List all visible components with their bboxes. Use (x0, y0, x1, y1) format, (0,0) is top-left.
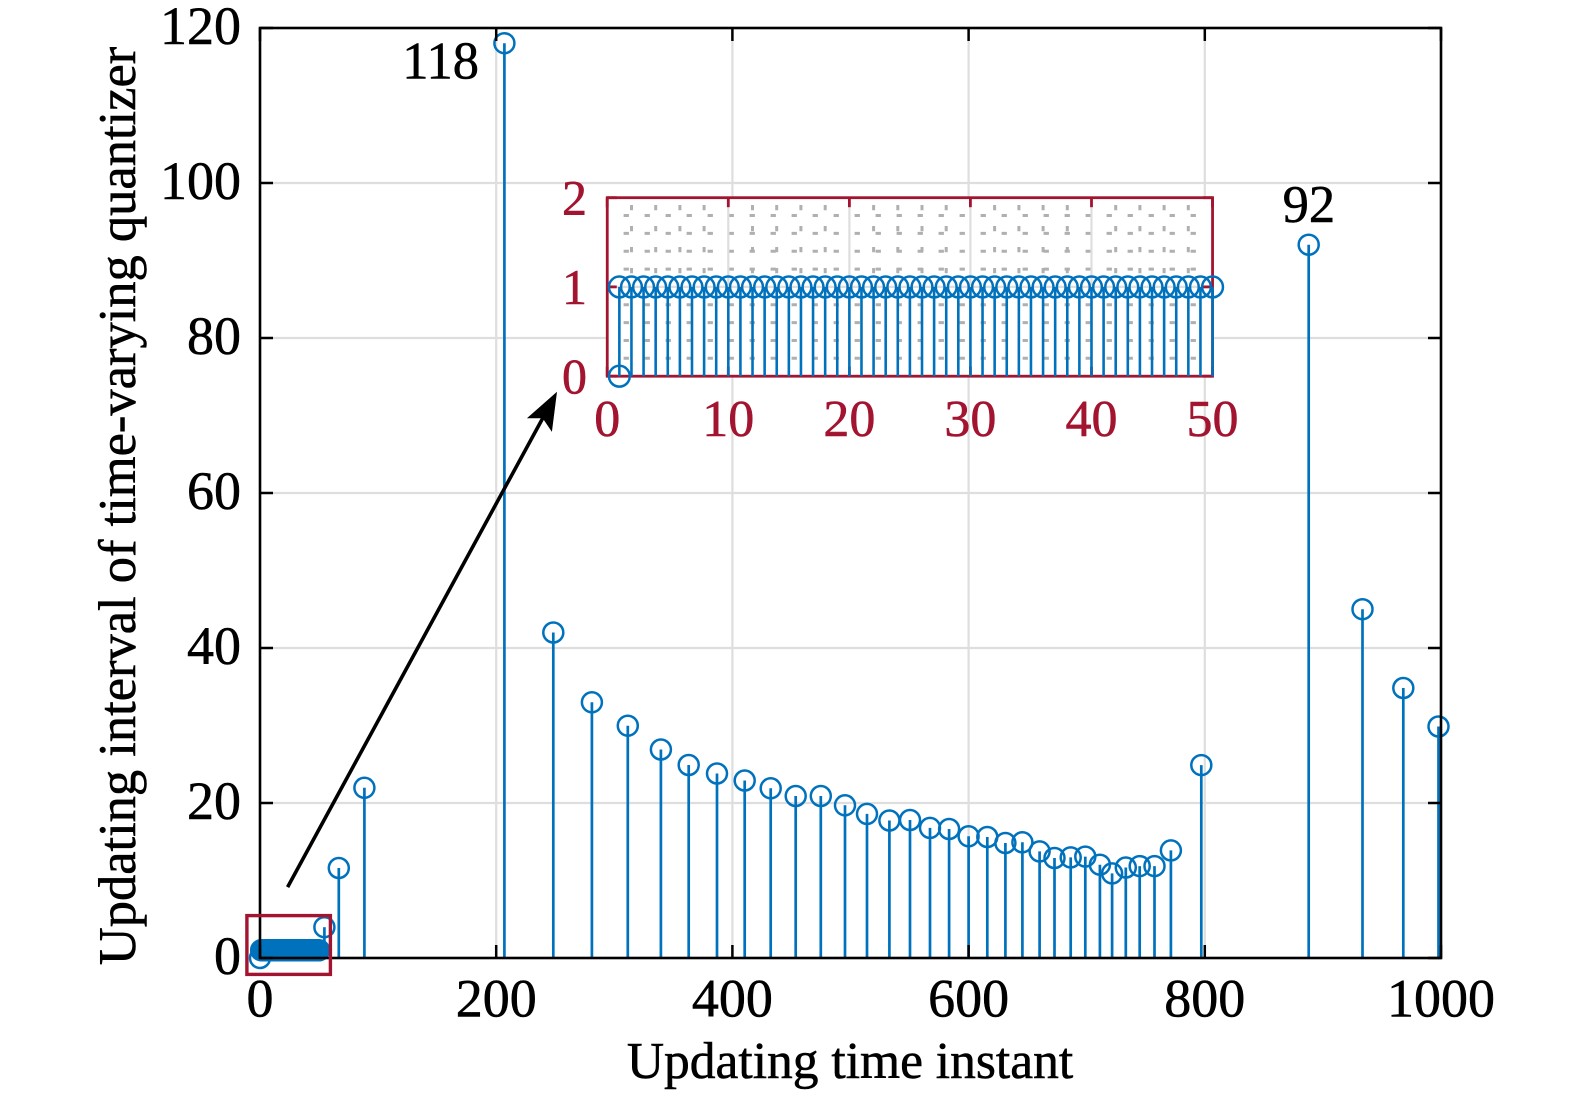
svg-text:1: 1 (562, 259, 587, 315)
svg-text:0: 0 (562, 348, 587, 404)
svg-text:0: 0 (247, 969, 274, 1029)
svg-text:40: 40 (1066, 391, 1118, 448)
svg-text:92: 92 (1283, 176, 1336, 234)
svg-text:Updating time instant: Updating time instant (627, 1033, 1073, 1090)
svg-text:400: 400 (692, 969, 773, 1029)
svg-text:40: 40 (187, 616, 241, 676)
svg-text:80: 80 (187, 306, 241, 366)
svg-text:0: 0 (214, 926, 241, 986)
svg-text:800: 800 (1164, 969, 1245, 1029)
svg-text:200: 200 (456, 969, 537, 1029)
svg-text:20: 20 (823, 391, 875, 448)
svg-text:60: 60 (187, 461, 241, 521)
svg-text:1000: 1000 (1387, 969, 1495, 1029)
svg-text:50: 50 (1187, 391, 1239, 448)
svg-text:30: 30 (944, 391, 996, 448)
svg-text:2: 2 (562, 170, 587, 226)
svg-text:120: 120 (160, 0, 241, 56)
svg-text:Updating interval of time-vary: Updating interval of time-varying quanti… (89, 46, 147, 965)
svg-text:0: 0 (594, 391, 620, 448)
svg-text:600: 600 (928, 969, 1009, 1029)
svg-text:118: 118 (402, 33, 479, 91)
svg-text:20: 20 (187, 771, 241, 831)
svg-text:100: 100 (160, 151, 241, 211)
svg-text:10: 10 (702, 391, 754, 448)
